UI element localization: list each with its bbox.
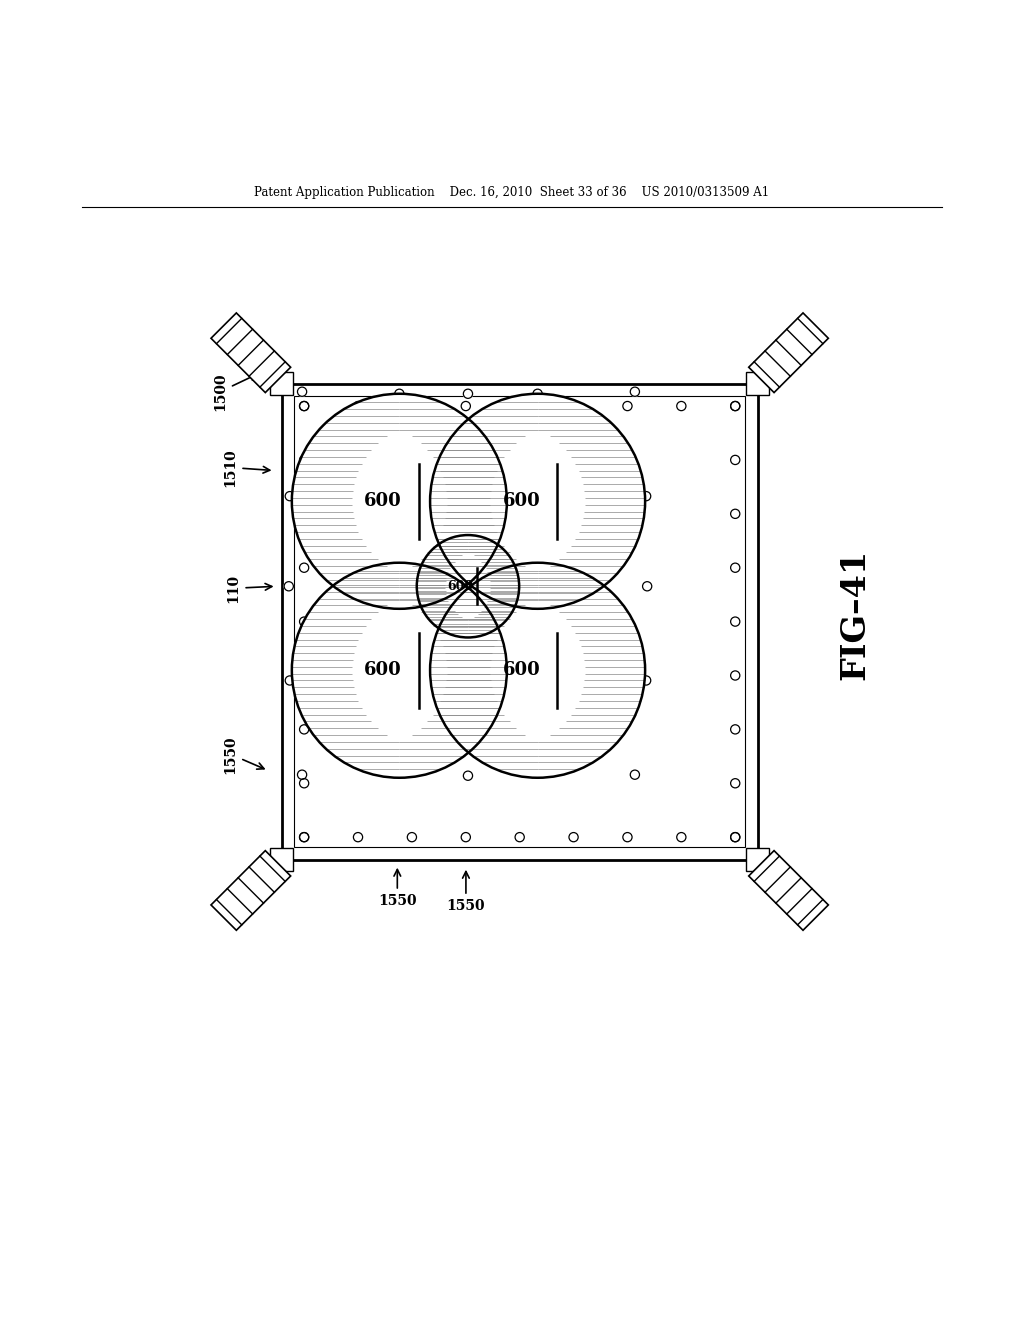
Bar bbox=[282, 384, 758, 859]
Circle shape bbox=[284, 582, 293, 591]
Circle shape bbox=[299, 779, 309, 788]
Circle shape bbox=[285, 491, 295, 500]
Circle shape bbox=[395, 389, 403, 399]
Bar bbox=[282, 384, 758, 859]
Circle shape bbox=[299, 833, 309, 842]
Circle shape bbox=[430, 562, 645, 777]
Circle shape bbox=[463, 496, 473, 506]
Circle shape bbox=[534, 768, 543, 777]
Circle shape bbox=[731, 455, 739, 465]
Circle shape bbox=[297, 387, 307, 396]
Text: 1550: 1550 bbox=[378, 870, 417, 908]
Circle shape bbox=[299, 564, 309, 573]
Text: 600: 600 bbox=[365, 492, 402, 511]
Circle shape bbox=[461, 401, 470, 411]
Circle shape bbox=[731, 564, 739, 573]
Circle shape bbox=[515, 833, 524, 842]
Circle shape bbox=[677, 833, 686, 842]
Circle shape bbox=[299, 671, 309, 680]
Circle shape bbox=[299, 616, 309, 626]
Circle shape bbox=[731, 725, 739, 734]
Circle shape bbox=[299, 510, 309, 519]
Circle shape bbox=[731, 401, 739, 411]
Circle shape bbox=[299, 401, 309, 411]
Circle shape bbox=[515, 401, 524, 411]
Circle shape bbox=[395, 582, 403, 591]
Bar bbox=[270, 849, 293, 871]
Text: 600: 600 bbox=[503, 661, 541, 680]
Circle shape bbox=[731, 833, 739, 842]
Text: 600: 600 bbox=[365, 661, 402, 680]
Bar bbox=[270, 372, 293, 395]
Circle shape bbox=[623, 401, 632, 411]
Circle shape bbox=[395, 768, 403, 777]
Circle shape bbox=[731, 671, 739, 680]
Bar bbox=[294, 396, 745, 847]
Bar bbox=[746, 849, 769, 871]
Circle shape bbox=[285, 676, 295, 685]
Circle shape bbox=[461, 833, 470, 842]
Text: Patent Application Publication    Dec. 16, 2010  Sheet 33 of 36    US 2010/03135: Patent Application Publication Dec. 16, … bbox=[254, 186, 770, 198]
Circle shape bbox=[299, 833, 309, 842]
Polygon shape bbox=[211, 313, 291, 392]
Circle shape bbox=[299, 455, 309, 465]
Circle shape bbox=[641, 676, 651, 685]
Text: 1500: 1500 bbox=[213, 372, 257, 411]
Circle shape bbox=[534, 582, 543, 591]
Circle shape bbox=[408, 833, 417, 842]
Text: 1550: 1550 bbox=[446, 871, 485, 912]
Circle shape bbox=[731, 779, 739, 788]
Circle shape bbox=[299, 725, 309, 734]
Text: 600: 600 bbox=[447, 579, 473, 593]
Circle shape bbox=[569, 833, 579, 842]
Circle shape bbox=[463, 665, 473, 675]
Bar bbox=[746, 372, 769, 395]
Text: 110: 110 bbox=[226, 574, 271, 603]
Circle shape bbox=[430, 393, 645, 609]
Circle shape bbox=[630, 770, 639, 779]
Text: FIG–41: FIG–41 bbox=[839, 548, 871, 680]
Circle shape bbox=[299, 401, 309, 411]
Circle shape bbox=[463, 389, 473, 399]
Circle shape bbox=[417, 535, 519, 638]
Circle shape bbox=[292, 393, 507, 609]
Polygon shape bbox=[749, 850, 828, 931]
Polygon shape bbox=[749, 313, 828, 392]
Circle shape bbox=[643, 582, 651, 591]
Circle shape bbox=[623, 833, 632, 842]
Circle shape bbox=[731, 401, 739, 411]
Polygon shape bbox=[211, 850, 291, 931]
Circle shape bbox=[731, 510, 739, 519]
Circle shape bbox=[353, 401, 362, 411]
Circle shape bbox=[731, 833, 739, 842]
Circle shape bbox=[641, 491, 651, 500]
Circle shape bbox=[353, 833, 362, 842]
Text: 1550: 1550 bbox=[223, 735, 264, 774]
Circle shape bbox=[677, 401, 686, 411]
Circle shape bbox=[292, 562, 507, 777]
Circle shape bbox=[408, 401, 417, 411]
Circle shape bbox=[569, 401, 579, 411]
Text: 600: 600 bbox=[503, 492, 541, 511]
Circle shape bbox=[297, 770, 307, 779]
Circle shape bbox=[463, 771, 473, 780]
Circle shape bbox=[534, 389, 543, 399]
Circle shape bbox=[731, 616, 739, 626]
Circle shape bbox=[630, 387, 639, 396]
Text: 1510: 1510 bbox=[223, 447, 269, 487]
